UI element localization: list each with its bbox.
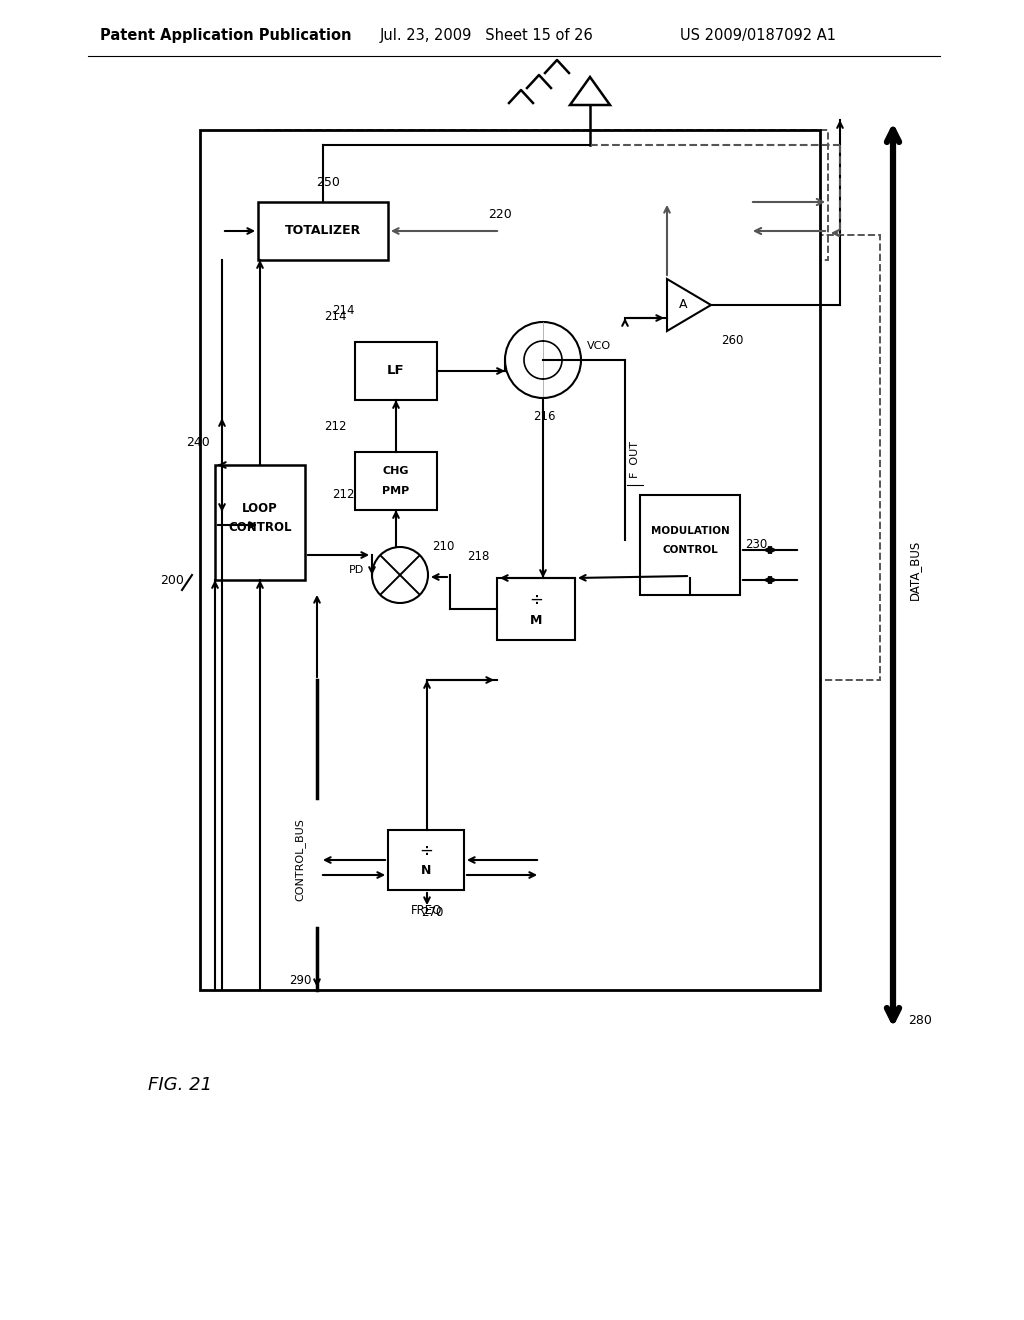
Bar — [355, 451, 437, 510]
Text: A: A — [679, 298, 687, 312]
Bar — [319, 799, 800, 928]
Bar — [215, 465, 305, 579]
Bar — [388, 830, 464, 890]
Bar — [355, 342, 437, 400]
Text: LF: LF — [387, 364, 404, 378]
Text: US 2009/0187092 A1: US 2009/0187092 A1 — [680, 28, 836, 44]
Text: 218: 218 — [467, 549, 489, 562]
Bar — [319, 235, 880, 680]
Text: MODULATION: MODULATION — [650, 525, 729, 536]
Text: CONTROL_BUS: CONTROL_BUS — [295, 818, 305, 902]
Text: Patent Application Publication: Patent Application Publication — [100, 28, 351, 44]
Bar — [640, 495, 740, 595]
Text: 290: 290 — [289, 974, 311, 986]
Text: 212: 212 — [325, 421, 347, 433]
Bar — [497, 578, 575, 640]
Bar — [200, 129, 820, 990]
Text: ÷: ÷ — [419, 842, 433, 861]
Text: CONTROL: CONTROL — [663, 545, 718, 554]
Text: 250: 250 — [316, 176, 340, 189]
Text: 260: 260 — [721, 334, 743, 346]
Text: CONTROL: CONTROL — [228, 521, 292, 535]
Text: TOTALIZER: TOTALIZER — [285, 224, 361, 238]
Text: 216: 216 — [534, 409, 555, 422]
Text: ÷: ÷ — [529, 591, 543, 609]
Bar — [258, 202, 388, 260]
Text: N: N — [421, 865, 431, 878]
Text: 270: 270 — [421, 906, 443, 919]
Text: Jul. 23, 2009   Sheet 15 of 26: Jul. 23, 2009 Sheet 15 of 26 — [380, 28, 594, 44]
Text: 210: 210 — [432, 540, 455, 553]
Text: FIG. 21: FIG. 21 — [148, 1076, 212, 1094]
Text: 220: 220 — [488, 209, 512, 222]
Text: 240: 240 — [186, 437, 210, 450]
Text: 230: 230 — [745, 539, 767, 552]
Text: PMP: PMP — [382, 486, 410, 496]
Text: 200: 200 — [160, 573, 184, 586]
Text: LOOP: LOOP — [242, 502, 278, 515]
Text: F  OUT: F OUT — [630, 441, 640, 479]
Text: M: M — [529, 614, 542, 627]
Text: CHG: CHG — [383, 466, 410, 477]
Text: 214: 214 — [325, 310, 347, 323]
Text: 212: 212 — [332, 488, 354, 502]
Bar — [258, 129, 828, 260]
Bar — [319, 235, 800, 680]
Text: 214: 214 — [332, 304, 354, 317]
Text: VCO: VCO — [587, 341, 611, 351]
Text: DATA_BUS: DATA_BUS — [908, 540, 921, 601]
Text: PD: PD — [349, 565, 364, 576]
Text: 280: 280 — [908, 1014, 932, 1027]
Text: FREQ: FREQ — [412, 903, 442, 916]
